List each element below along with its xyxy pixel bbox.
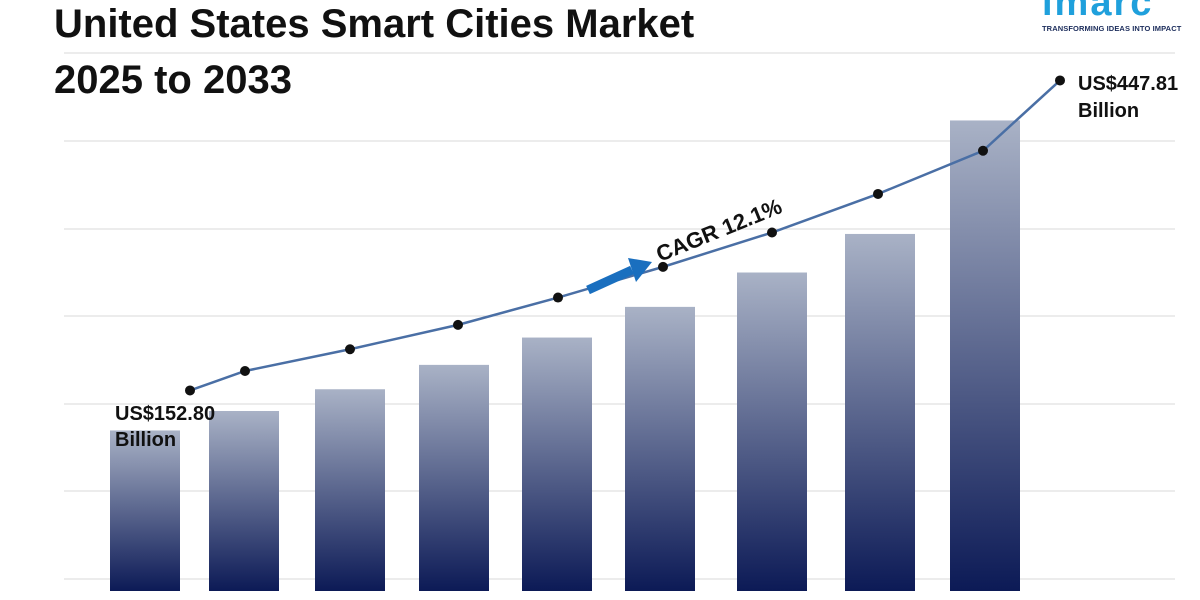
title-line-1: United States Smart Cities Market: [54, 2, 695, 46]
end-unit-label: Billion: [1078, 100, 1139, 122]
bar-2033: [950, 120, 1020, 591]
trend-point: [767, 227, 777, 238]
start-value-label: US$152.80: [115, 403, 215, 425]
arrow-head: [628, 258, 652, 282]
bar-2029: [522, 337, 592, 591]
bar-2032: [845, 233, 915, 592]
start-unit-label: Billion: [115, 429, 176, 451]
trend-point: [978, 145, 988, 156]
trend-point: [658, 261, 668, 272]
trend-point: [345, 344, 355, 355]
chart-title: United States Smart Cities Market 2025 t…: [54, 0, 694, 108]
cagr-arrow-icon: [586, 258, 652, 295]
arrow-shaft: [586, 265, 634, 295]
bars: [110, 120, 1020, 592]
imarc-logo: imarc TRANSFORMING IDEAS INTO IMPACT: [1042, 0, 1200, 38]
bar-2030: [625, 306, 695, 591]
trend-point: [1055, 75, 1065, 86]
bar-2028: [419, 364, 489, 591]
trend-point: [873, 188, 883, 199]
end-value-label: US$447.81: [1078, 73, 1178, 95]
cagr-label: CAGR 12.1%: [653, 194, 786, 267]
bar-2027: [315, 389, 385, 591]
trend-point: [453, 319, 463, 330]
bar-2031: [737, 272, 807, 591]
logo-tagline: TRANSFORMING IDEAS INTO IMPACT: [1042, 24, 1182, 33]
bar-2026: [209, 411, 279, 591]
trend-point: [553, 292, 563, 303]
trend-point: [185, 385, 195, 396]
bar-2025: [110, 430, 180, 591]
title-line-2: 2025 to 2033: [54, 58, 292, 102]
logo-mark: imarc: [1042, 0, 1154, 24]
trend-point: [240, 366, 250, 377]
